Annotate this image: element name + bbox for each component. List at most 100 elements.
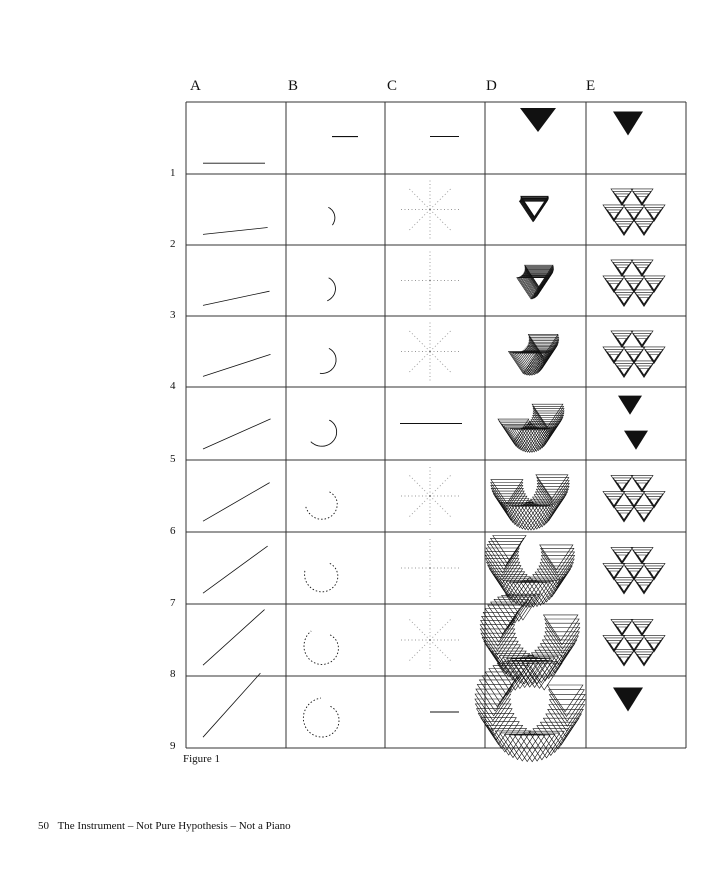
cell-d-triangle xyxy=(540,558,575,585)
cell-d-triangle xyxy=(536,725,574,753)
cell-e-triangle xyxy=(614,624,630,635)
cell-c-ray xyxy=(429,330,452,352)
cell-d-triangle xyxy=(499,732,536,761)
cell-d-triangle xyxy=(532,496,566,522)
cell-d-triangle xyxy=(527,422,560,447)
cell-d-triangle xyxy=(532,410,565,435)
cell-d-triangle xyxy=(509,428,542,453)
cell-e-triangle xyxy=(606,496,622,507)
cell-c-ray xyxy=(429,495,452,518)
cell-d-triangle xyxy=(492,535,527,561)
cell-d-triangle xyxy=(503,425,536,450)
cell-c-ray xyxy=(429,209,452,231)
cell-e-triangle xyxy=(632,289,656,307)
cell-e-triangle xyxy=(649,570,659,579)
row-label-3: 3 xyxy=(170,309,176,321)
cell-d-triangle xyxy=(540,547,575,574)
cell-e-triangle xyxy=(614,579,634,594)
cell-d-triangle xyxy=(548,694,586,722)
cell-e-triangle xyxy=(610,547,634,565)
cell-e-triangle xyxy=(612,477,632,492)
cell-d-triangle xyxy=(536,483,570,508)
cell-e-triangle xyxy=(634,651,654,666)
cell-d-triangles xyxy=(516,264,555,300)
cell-e-triangle xyxy=(626,496,642,507)
cell-e-triangle xyxy=(632,218,656,236)
cell-e-triangle xyxy=(646,209,662,221)
cell-e-triangle xyxy=(604,349,624,364)
cell-d-triangle xyxy=(505,593,541,621)
cell-e-triangle xyxy=(624,349,644,364)
cell-e-triangles xyxy=(602,259,666,307)
cell-d-triangle xyxy=(544,631,580,659)
cell-e-triangle xyxy=(612,549,632,564)
cell-e-triangle xyxy=(606,280,622,292)
cell-e-triangle xyxy=(624,207,644,222)
cell-d-triangle xyxy=(480,632,516,660)
cell-d-triangles xyxy=(518,195,549,223)
cell-c-ray xyxy=(408,618,431,641)
cell-e-triangle xyxy=(618,395,642,415)
cell-e-triangle xyxy=(642,635,666,653)
cell-d-triangle xyxy=(548,704,586,732)
cell-d-triangle xyxy=(537,646,573,674)
cell-d-triangle xyxy=(531,403,564,428)
cell-d-triangle xyxy=(492,493,526,519)
cell-e-triangle xyxy=(624,637,644,652)
cell-e-triangle xyxy=(636,223,652,235)
cell-d-triangle xyxy=(493,598,530,626)
cell-d-triangle xyxy=(523,349,554,373)
cell-a-line xyxy=(202,672,261,738)
cell-d-triangle xyxy=(548,689,585,717)
cell-e-triangle xyxy=(617,267,627,275)
cell-d-triangle xyxy=(516,277,546,300)
cell-e-triangle xyxy=(617,554,627,563)
cell-d-triangle xyxy=(475,708,513,736)
cell-a-line xyxy=(202,227,268,235)
cell-e-triangle xyxy=(614,221,634,236)
cell-d-triangle xyxy=(536,480,570,506)
row-label-9: 9 xyxy=(170,740,176,752)
cell-d-triangle xyxy=(543,635,579,663)
cell-c-star xyxy=(400,321,460,382)
cell-e-triangle xyxy=(612,649,636,667)
cell-e-triangle xyxy=(637,267,647,275)
cell-e-triangle xyxy=(629,498,639,507)
cell-b-curve xyxy=(328,206,336,226)
cell-d-triangle xyxy=(519,276,549,299)
cell-e-triangle xyxy=(606,640,622,651)
cell-d-triangle xyxy=(536,477,570,503)
cell-e-triangle xyxy=(644,207,664,222)
cell-e-triangle xyxy=(616,654,632,665)
cell-e-triangle xyxy=(604,493,624,508)
cell-d-triangle xyxy=(490,485,524,510)
cell-e-triangle xyxy=(609,570,619,579)
row-label-1: 1 xyxy=(170,167,176,179)
cell-e-triangle xyxy=(612,218,636,236)
cell-a-line xyxy=(202,353,271,377)
cell-e-triangle xyxy=(622,563,646,581)
cell-e-triangle xyxy=(606,568,622,579)
column-label-d: D xyxy=(486,78,497,94)
cell-e-triangle xyxy=(642,491,666,509)
cell-e-triangle xyxy=(604,637,624,652)
cell-e-triangle xyxy=(619,297,629,305)
page-footer: 50 The Instrument – Not Pure Hypothesis … xyxy=(38,820,297,832)
cell-e-triangle xyxy=(632,505,656,523)
cell-e-triangle xyxy=(624,430,648,450)
cell-d-triangle xyxy=(474,703,512,732)
cell-e-triangle xyxy=(632,360,656,378)
cell-d-triangle xyxy=(503,503,537,529)
cell-d-triangle xyxy=(540,551,576,578)
cell-d-triangle xyxy=(539,544,574,571)
cell-e-triangle xyxy=(646,568,662,579)
cell-e-triangle xyxy=(624,565,644,580)
cell-e-triangle xyxy=(610,619,634,637)
cell-b-curve xyxy=(305,491,338,520)
cell-e-triangle xyxy=(612,191,632,206)
cell-d-triangle xyxy=(486,544,521,571)
cell-e-triangle xyxy=(612,577,636,595)
cell-a-line xyxy=(202,290,270,306)
cell-e-triangle xyxy=(629,642,639,651)
